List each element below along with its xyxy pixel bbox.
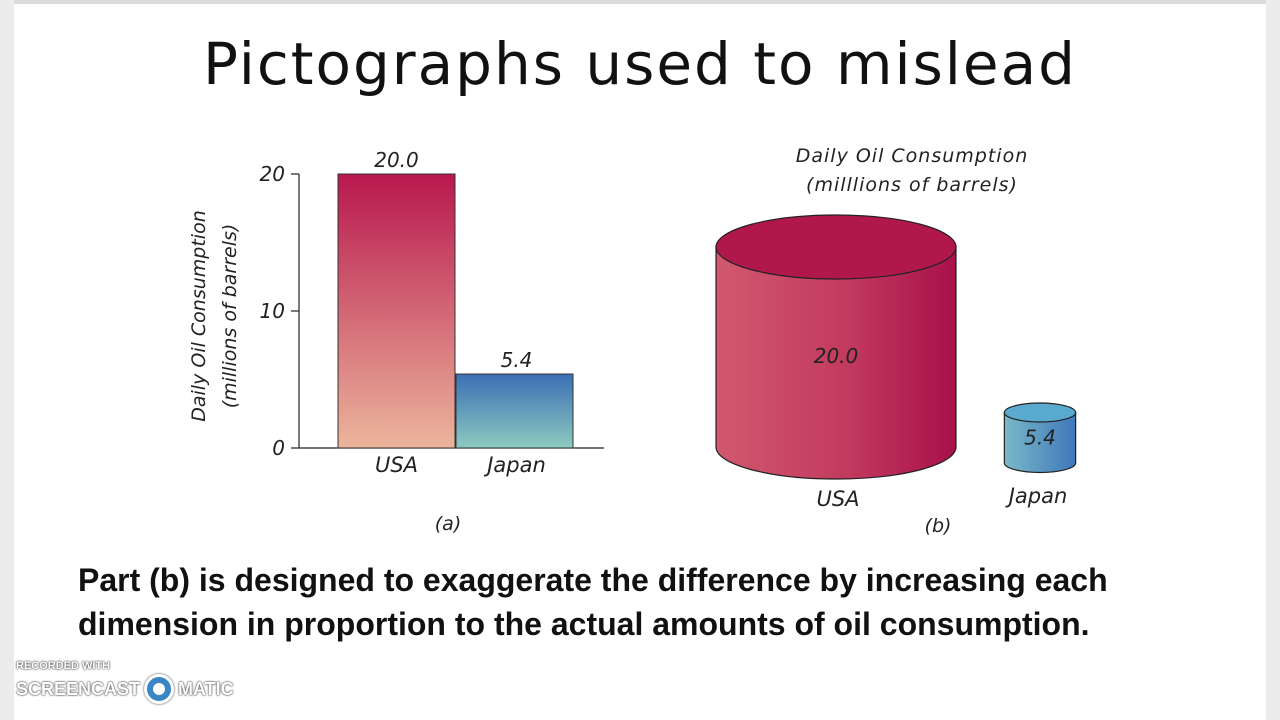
panel-label-a: (a) (435, 513, 461, 535)
cylinder-value-label: 20.0 (814, 344, 859, 368)
y-tick-label: 20 (260, 162, 285, 186)
cylinder-value-label: 5.4 (1024, 426, 1056, 450)
category-label: Japan (483, 453, 546, 477)
pictograph-title-line1: Daily Oil Consumption (796, 145, 1029, 167)
cylinder-top (1003, 402, 1077, 423)
frame-top (0, 0, 1280, 4)
caption: Part (b) is designed to exaggerate the d… (78, 558, 1228, 646)
watermark-top: RECORDED WITH (16, 660, 111, 672)
caption-line-1: Part (b) is designed to exaggerate the d… (78, 562, 1108, 598)
cylinder-body (1003, 411, 1077, 474)
y-axis-label-line1: Daily Oil Consumption (188, 210, 210, 422)
screencast-logo-icon (144, 674, 175, 704)
category-label: Japan (1005, 484, 1068, 508)
slide-title: Pictographs used to mislead (203, 30, 1077, 98)
cylinder-body (715, 246, 957, 480)
pictograph-title-line2: (milllions of barrels) (806, 174, 1018, 196)
bar-value-label: 20.0 (374, 148, 419, 172)
panel-label-b: (b) (925, 515, 952, 537)
bar-chart-a: 0 10 20 20.0 USA 5.4 Japan Daily Oil Consumpt… (188, 148, 604, 535)
frame-left (0, 0, 14, 720)
y-axis-label-line2: (millions of barrels) (219, 224, 241, 409)
pictograph-b: Daily Oil Consumption (milllions of barr… (715, 145, 1077, 537)
cylinder-usa: 20.0 USA (715, 214, 957, 511)
cylinder-top (715, 214, 957, 280)
frame-right (1266, 0, 1280, 720)
bar-value-label: 5.4 (501, 348, 533, 372)
caption-line-2: dimension in proportion to the actual am… (78, 606, 1090, 642)
watermark-left-word: SCREENCAST (16, 678, 141, 699)
category-label: USA (816, 487, 859, 511)
watermark-right-word: MATIC (178, 678, 234, 699)
category-label: USA (375, 453, 418, 477)
cylinder-japan: 5.4 Japan (1003, 402, 1077, 508)
y-tick-label: 10 (260, 299, 285, 323)
bar-japan (455, 373, 574, 449)
y-tick-label: 0 (272, 436, 285, 460)
bar-usa (337, 173, 456, 449)
watermark: RECORDED WITH SCREENCAST MATIC (16, 660, 234, 704)
